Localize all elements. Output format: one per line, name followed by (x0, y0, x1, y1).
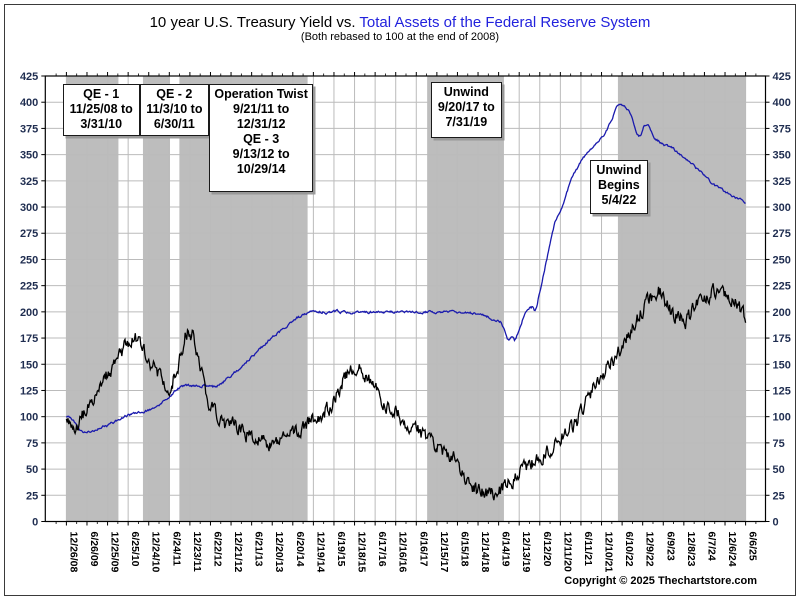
svg-text:325: 325 (773, 176, 791, 188)
svg-text:6/15/18: 6/15/18 (458, 532, 470, 567)
svg-text:12/21/12: 12/21/12 (232, 532, 244, 573)
svg-text:175: 175 (773, 333, 791, 345)
svg-text:100: 100 (20, 412, 38, 424)
svg-text:6/6/25: 6/6/25 (747, 532, 759, 561)
svg-text:125: 125 (773, 385, 791, 397)
svg-text:6/12/20: 6/12/20 (541, 532, 553, 567)
svg-text:12/11/20: 12/11/20 (561, 532, 573, 572)
svg-text:12/13/19: 12/13/19 (520, 532, 532, 573)
svg-text:12/25/09: 12/25/09 (109, 532, 121, 573)
svg-text:425: 425 (20, 71, 38, 83)
svg-text:300: 300 (20, 202, 38, 214)
svg-text:6/21/13: 6/21/13 (253, 532, 265, 567)
svg-text:0: 0 (32, 517, 38, 529)
svg-text:375: 375 (773, 123, 791, 135)
svg-text:12/23/11: 12/23/11 (191, 532, 203, 572)
svg-text:350: 350 (20, 150, 38, 162)
svg-text:200: 200 (20, 307, 38, 319)
svg-text:400: 400 (773, 97, 791, 109)
svg-text:6/26/09: 6/26/09 (88, 532, 100, 567)
svg-text:12/10/21: 12/10/21 (603, 532, 615, 573)
svg-text:6/16/17: 6/16/17 (417, 532, 429, 567)
svg-text:400: 400 (20, 97, 38, 109)
svg-text:6/22/12: 6/22/12 (211, 532, 223, 567)
svg-text:50: 50 (773, 464, 785, 476)
svg-text:6/17/16: 6/17/16 (376, 532, 388, 567)
svg-text:6/9/23: 6/9/23 (664, 532, 676, 561)
svg-text:100: 100 (773, 412, 791, 424)
svg-text:12/24/10: 12/24/10 (150, 532, 162, 573)
svg-text:150: 150 (20, 359, 38, 371)
svg-text:200: 200 (773, 307, 791, 319)
svg-text:6/24/11: 6/24/11 (170, 532, 182, 567)
svg-text:25: 25 (26, 490, 38, 502)
svg-text:250: 250 (20, 254, 38, 266)
svg-text:6/7/24: 6/7/24 (705, 532, 717, 561)
svg-text:6/11/21: 6/11/21 (582, 532, 594, 567)
svg-text:225: 225 (20, 281, 38, 293)
svg-text:425: 425 (773, 71, 791, 83)
svg-text:6/14/19: 6/14/19 (500, 532, 512, 567)
svg-text:250: 250 (773, 254, 791, 266)
svg-text:12/15/17: 12/15/17 (438, 532, 450, 573)
svg-text:12/26/08: 12/26/08 (67, 532, 79, 573)
svg-text:25: 25 (773, 490, 785, 502)
svg-text:150: 150 (773, 359, 791, 371)
svg-text:12/18/15: 12/18/15 (356, 532, 368, 573)
svg-text:275: 275 (20, 228, 38, 240)
svg-text:12/19/14: 12/19/14 (314, 532, 326, 573)
svg-text:75: 75 (773, 438, 785, 450)
svg-text:6/20/14: 6/20/14 (294, 532, 306, 567)
svg-text:225: 225 (773, 281, 791, 293)
svg-text:75: 75 (26, 438, 38, 450)
svg-text:12/14/18: 12/14/18 (479, 532, 491, 573)
svg-text:300: 300 (773, 202, 791, 214)
svg-text:6/10/22: 6/10/22 (623, 532, 635, 567)
svg-text:0: 0 (773, 517, 779, 529)
svg-text:350: 350 (773, 150, 791, 162)
svg-text:12/20/13: 12/20/13 (273, 532, 285, 573)
svg-text:175: 175 (20, 333, 38, 345)
svg-text:375: 375 (20, 123, 38, 135)
svg-text:275: 275 (773, 228, 791, 240)
svg-text:325: 325 (20, 176, 38, 188)
svg-text:125: 125 (20, 385, 38, 397)
svg-text:12/16/16: 12/16/16 (397, 532, 409, 573)
svg-text:12/8/23: 12/8/23 (685, 532, 697, 567)
svg-text:12/9/22: 12/9/22 (644, 532, 656, 567)
svg-text:50: 50 (26, 464, 38, 476)
svg-text:6/25/10: 6/25/10 (129, 532, 141, 567)
svg-text:6/19/15: 6/19/15 (335, 532, 347, 567)
svg-text:12/6/24: 12/6/24 (726, 532, 738, 567)
